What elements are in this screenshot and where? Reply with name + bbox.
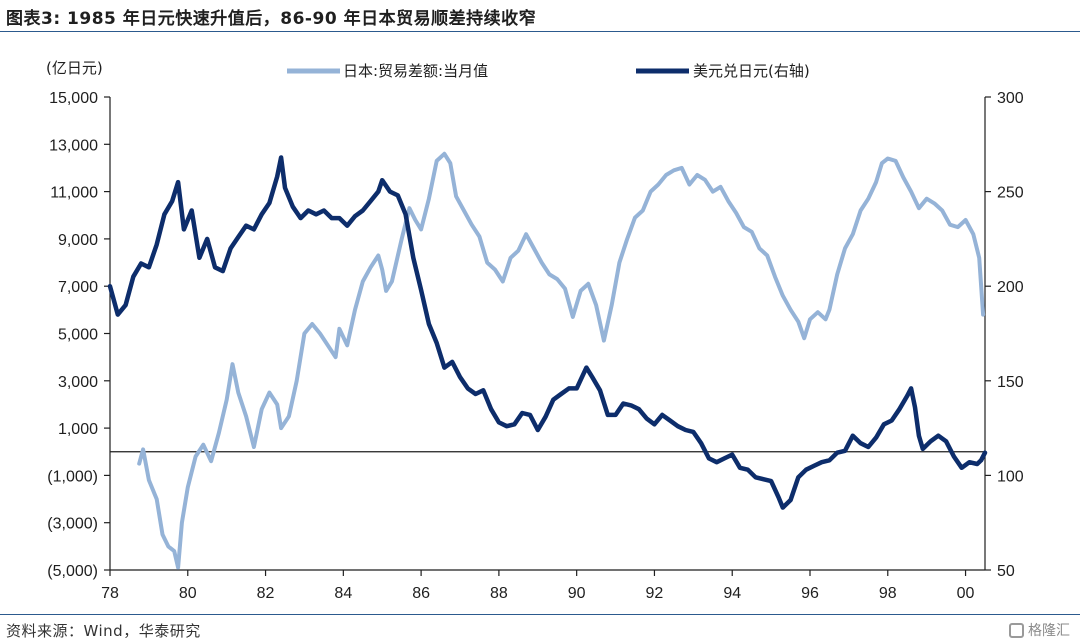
- left-tick-label: 3,000: [58, 374, 98, 391]
- watermark-text: 格隆汇: [1028, 623, 1070, 639]
- series-line-trade-balance: [137, 151, 986, 570]
- left-axis-unit: (亿日元): [46, 59, 103, 77]
- left-tick-label: 11,000: [50, 185, 98, 202]
- series-line-usdjpy: [107, 155, 988, 510]
- watermark: 格隆汇: [1009, 620, 1070, 640]
- x-tick-label: 94: [723, 585, 741, 602]
- x-tick-label: 00: [957, 585, 975, 602]
- right-tick-label: 300: [997, 90, 1024, 107]
- left-tick-label: 9,000: [58, 232, 98, 249]
- left-tick-label: (5,000): [47, 563, 98, 580]
- x-tick-label: 88: [490, 585, 508, 602]
- x-tick-label: 84: [334, 585, 352, 602]
- footer-rule: [0, 614, 1080, 615]
- legend-label-usdjpy: 美元兑日元(右轴): [693, 62, 810, 80]
- left-tick-label: (3,000): [47, 516, 98, 533]
- right-tick-label: 200: [997, 279, 1024, 296]
- legend: 日本:贸易差额:当月值 美元兑日元(右轴): [287, 62, 810, 80]
- right-tick-label: 250: [997, 185, 1024, 202]
- x-tick-label: 96: [801, 585, 819, 602]
- watermark-logo-icon: [1009, 622, 1024, 638]
- dual-axis-line-chart: (亿日元) 日本:贸易差额:当月值 美元兑日元(右轴) 15,000 13,000…: [46, 59, 1024, 602]
- x-tick-label: 90: [568, 585, 586, 602]
- left-tick-label: 13,000: [49, 137, 98, 154]
- right-tick-label: 100: [997, 468, 1024, 485]
- source-note: 资料来源：Wind，华泰研究: [6, 622, 201, 640]
- right-tick-label: 50: [997, 563, 1015, 580]
- tick-labels: 15,000 13,000 11,000 9,000 7,000 5,000 3,000 1,…: [47, 90, 1024, 602]
- left-tick-label: (1,000): [47, 468, 98, 485]
- left-tick-label: 1,000: [58, 421, 98, 438]
- left-tick-label: 15,000: [49, 90, 98, 107]
- series-layer: [107, 151, 988, 570]
- left-tick-label: 7,000: [58, 279, 98, 296]
- chart-title: 图表3: 1985 年日元快速升值后，86-90 年日本贸易顺差持续收窄: [6, 9, 537, 29]
- x-tick-label: 82: [257, 585, 275, 602]
- x-tick-label: 92: [646, 585, 664, 602]
- left-tick-label: 5,000: [58, 327, 98, 344]
- title-rule: [0, 31, 1080, 32]
- axes: [104, 96, 991, 576]
- x-tick-label: 98: [879, 585, 897, 602]
- x-tick-label: 78: [101, 585, 119, 602]
- x-tick-label: 86: [412, 585, 430, 602]
- right-tick-label: 150: [997, 374, 1024, 391]
- legend-label-trade-balance: 日本:贸易差额:当月值: [343, 62, 488, 80]
- x-tick-label: 80: [179, 585, 197, 602]
